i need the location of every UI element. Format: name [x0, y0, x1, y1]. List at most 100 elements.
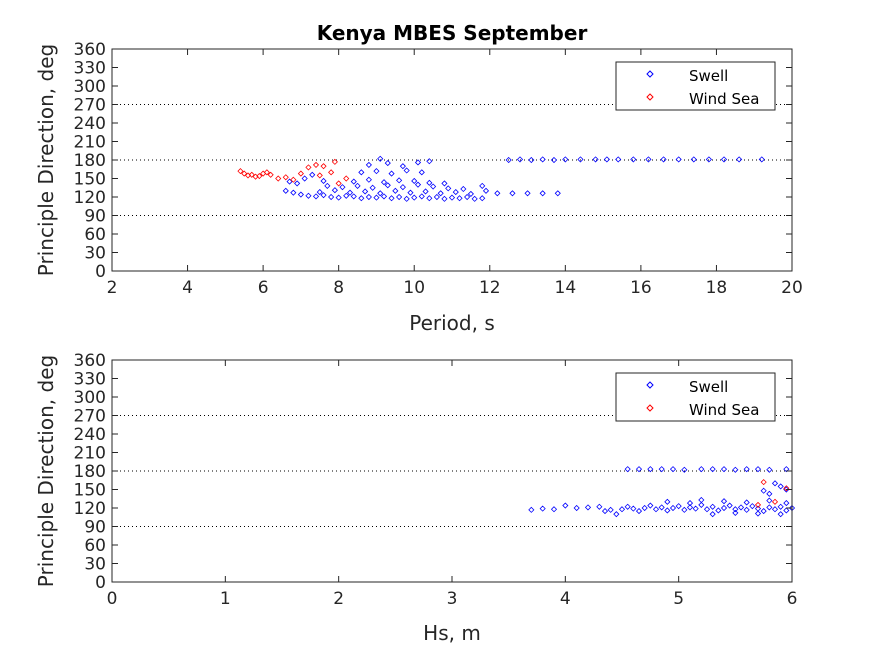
y-axis-label: Principle Direction, deg — [34, 44, 58, 276]
x-tick-label: 4 — [560, 589, 571, 609]
swell-point — [573, 504, 580, 512]
swell-point — [494, 190, 501, 197]
swell-point — [384, 160, 391, 167]
legend-label-swell: Swell — [689, 67, 728, 85]
y-tick-label: 270 — [74, 96, 106, 116]
swell-point — [339, 184, 346, 191]
swell-point — [365, 193, 372, 201]
swell-point — [596, 503, 603, 510]
wind-sea-point — [267, 171, 274, 178]
swell-point — [426, 158, 433, 165]
y-tick-label: 60 — [84, 225, 106, 245]
swell-point — [294, 180, 301, 187]
swell-point — [335, 194, 342, 201]
swell-point — [737, 504, 745, 511]
swell-point — [736, 156, 743, 163]
swell-point — [460, 185, 467, 193]
x-tick-label: 1 — [220, 589, 231, 609]
swell-point — [350, 193, 357, 200]
swell-point — [358, 169, 365, 176]
x-tick-label: 6 — [258, 278, 269, 298]
swell-point — [754, 510, 762, 517]
swell-point — [715, 507, 722, 514]
swell-point — [399, 163, 406, 170]
x-tick-label: 16 — [630, 278, 652, 298]
y-axis-label: Principle Direction, deg — [34, 355, 58, 587]
swell-point — [418, 169, 425, 176]
swell-point — [358, 195, 365, 202]
swell-point — [760, 487, 767, 494]
swell-point — [373, 168, 380, 175]
swell-point — [562, 156, 569, 163]
swell-point — [647, 466, 654, 473]
swell-point — [437, 190, 444, 197]
swell-point — [467, 190, 474, 197]
wind-sea-point — [754, 501, 762, 508]
y-tick-label: 0 — [95, 262, 106, 282]
swell-point — [766, 497, 773, 504]
swell-point — [720, 466, 728, 473]
swell-point — [777, 483, 784, 490]
swell-point — [418, 193, 425, 200]
swell-point — [658, 504, 665, 511]
swell-point — [464, 193, 471, 201]
swell-point — [539, 156, 546, 163]
x-tick-label: 6 — [787, 589, 798, 609]
wind-sea-point — [305, 164, 312, 171]
swell-point — [528, 156, 535, 164]
swell-point — [441, 195, 448, 202]
x-tick-label: 12 — [479, 278, 501, 298]
swell-point — [664, 498, 671, 505]
x-tick-label: 0 — [107, 589, 118, 609]
swell-point — [664, 507, 671, 514]
swell-point — [669, 504, 677, 512]
swell-point — [681, 506, 688, 513]
swell-point — [645, 156, 652, 163]
y-tick-label: 270 — [74, 407, 106, 427]
wind-sea-point — [771, 498, 779, 505]
legend-box — [615, 61, 776, 111]
wind-sea-point — [237, 168, 244, 175]
swell-point — [448, 194, 456, 201]
swell-point — [703, 506, 711, 513]
wind-sea-point — [241, 170, 248, 177]
swell-point — [669, 466, 677, 473]
swell-point — [411, 177, 418, 185]
swell-point — [777, 503, 784, 510]
swell-point — [771, 480, 779, 487]
wind-sea-point — [263, 169, 270, 176]
wind-sea-point — [256, 172, 263, 180]
swell-point — [783, 500, 790, 507]
swell-point — [766, 466, 773, 473]
y-tick-label: 30 — [84, 555, 106, 575]
swell-point — [414, 181, 422, 188]
swell-point — [766, 490, 773, 497]
wind-sea-point — [275, 175, 282, 182]
swell-point — [766, 504, 773, 511]
swell-point — [613, 511, 620, 518]
swell-point — [365, 176, 372, 183]
swell-point — [396, 193, 403, 201]
scatter-points — [528, 466, 796, 518]
y-tick-label: 330 — [74, 370, 106, 390]
swell-point — [675, 503, 682, 510]
hs-direction-plot: 0 1 2 3 4 5 6030609012015018021024027030033036… — [34, 351, 797, 645]
swell-point — [732, 466, 739, 473]
swell-point — [607, 506, 614, 513]
wind-sea-point — [282, 174, 289, 181]
wind-sea-point — [312, 161, 320, 168]
swell-point — [305, 192, 312, 199]
swell-point — [380, 193, 388, 200]
swell-point — [749, 503, 756, 510]
swell-point — [743, 506, 750, 513]
x-tick-label: 14 — [555, 278, 577, 298]
swell-point — [441, 180, 448, 187]
swell-point — [720, 498, 728, 505]
swell-point — [720, 504, 728, 512]
legend: Swell Wind Sea — [615, 372, 776, 422]
swell-point — [411, 194, 418, 201]
legend-label-swell: Swell — [689, 378, 728, 396]
swell-point — [482, 187, 490, 194]
x-tick-label: 8 — [333, 278, 344, 298]
swell-point — [445, 185, 452, 192]
